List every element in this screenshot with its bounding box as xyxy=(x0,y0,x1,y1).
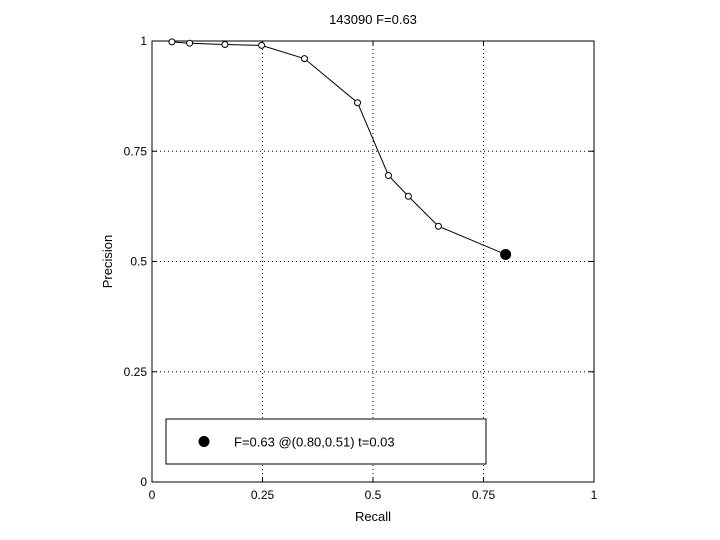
x-tick-label: 0.75 xyxy=(472,488,496,502)
data-point xyxy=(354,99,362,107)
data-point xyxy=(168,38,176,46)
data-point xyxy=(384,172,392,180)
data-point xyxy=(258,41,266,49)
legend-marker xyxy=(198,436,210,447)
x-tick-label: 0.5 xyxy=(365,488,382,502)
x-tick-label: 0.25 xyxy=(251,488,275,502)
legend-box xyxy=(165,418,487,465)
data-point xyxy=(404,192,412,200)
f-measure-point xyxy=(500,248,512,260)
chart-title: 143090 F=0.63 xyxy=(329,12,417,27)
series-line xyxy=(171,41,506,255)
legend: F=0.63 @(0.80,0.51) t=0.03 xyxy=(165,418,487,465)
y-axis-title: Precision xyxy=(100,235,115,288)
grid-lines xyxy=(152,41,594,482)
x-axis-title: Recall xyxy=(355,509,391,524)
y-tick-label: 0 xyxy=(140,475,147,489)
data-point xyxy=(300,55,308,63)
data-series xyxy=(168,38,512,260)
y-tick-label: 0.75 xyxy=(124,144,148,158)
y-tick-label: 0.5 xyxy=(130,255,147,269)
legend-label: F=0.63 @(0.80,0.51) t=0.03 xyxy=(234,435,395,450)
data-point xyxy=(221,41,229,49)
data-point xyxy=(186,39,194,47)
x-tick-label: 0 xyxy=(149,488,156,502)
data-point xyxy=(434,222,442,230)
axis-ticks: 0 0.25 0.5 0.75 1 0 0.25 0.5 0.75 1 xyxy=(124,34,598,502)
y-tick-label: 1 xyxy=(140,34,147,48)
x-tick-label: 1 xyxy=(591,488,598,502)
y-tick-label: 0.25 xyxy=(124,365,148,379)
